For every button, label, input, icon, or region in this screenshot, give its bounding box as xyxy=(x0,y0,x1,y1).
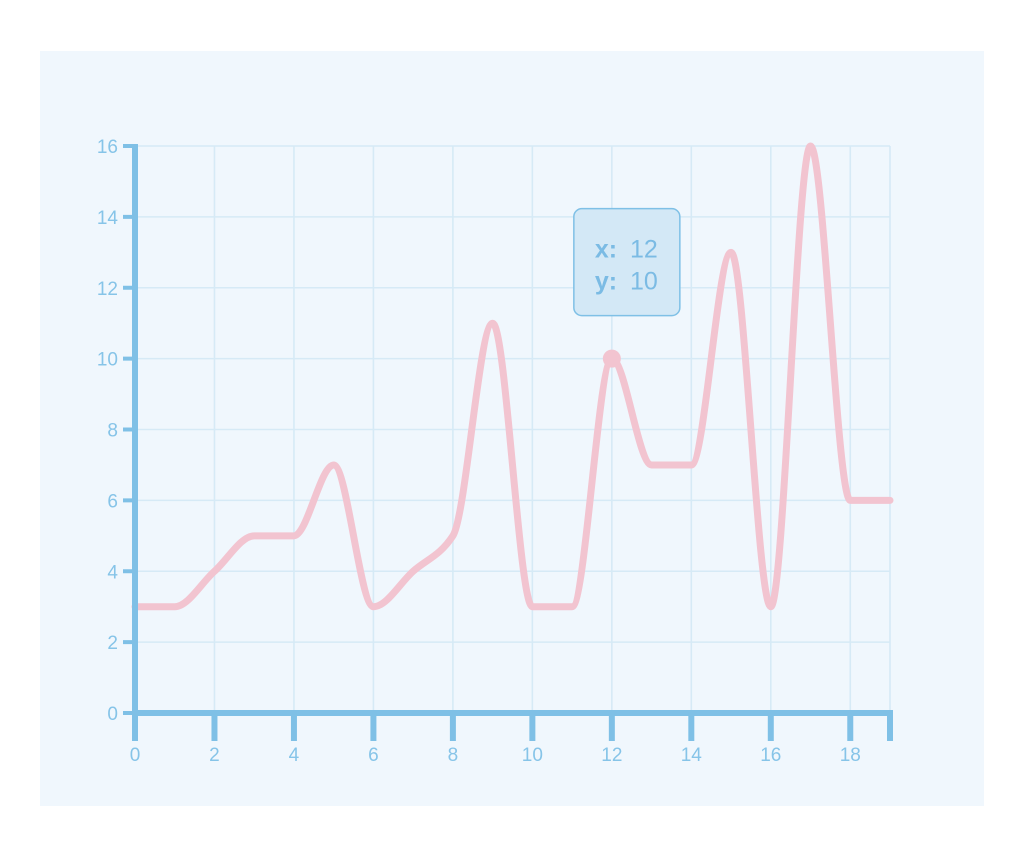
y-tick-label-4: 4 xyxy=(107,562,118,583)
y-tick-label-8: 8 xyxy=(107,421,118,442)
tooltip-y-value: 10 xyxy=(630,268,658,296)
x-tick-label-14: 14 xyxy=(681,745,703,766)
y-tick-label-6: 6 xyxy=(107,491,118,512)
y-tick-label-0: 0 xyxy=(107,704,118,725)
y-tick-label-10: 10 xyxy=(97,350,118,371)
y-tick-label-14: 14 xyxy=(97,208,119,229)
tooltip-y-key: y: xyxy=(595,268,617,296)
tooltip-x-key: x: xyxy=(595,236,617,264)
x-tick-label-18: 18 xyxy=(840,745,861,766)
series-line xyxy=(131,142,894,611)
x-tick-label-12: 12 xyxy=(601,745,622,766)
series-layer xyxy=(131,142,894,611)
tooltip-y-line: y: 10 xyxy=(595,268,658,296)
x-tick-label-10: 10 xyxy=(522,745,543,766)
y-tick-label-16: 16 xyxy=(97,137,118,158)
x-tick-label-6: 6 xyxy=(368,745,379,766)
highlight-point xyxy=(602,349,621,368)
tooltip-x-value: 12 xyxy=(630,236,658,264)
axes xyxy=(123,144,893,741)
tooltip-x-line: x: 12 xyxy=(595,236,658,264)
tooltip: x: 12 y: 10 xyxy=(573,207,681,317)
x-tick-label-4: 4 xyxy=(289,745,300,766)
x-tick-label-2: 2 xyxy=(209,745,220,766)
tick-labels: 0 2 4 6 8 10 12 14 16 0 2 4 6 8 10 12 14 16 18 xyxy=(97,137,861,766)
tooltip-box xyxy=(573,207,681,317)
x-tick-label-16: 16 xyxy=(760,745,781,766)
x-tick-label-0: 0 xyxy=(130,745,141,766)
y-tick-label-12: 12 xyxy=(97,279,118,300)
x-tick-label-8: 8 xyxy=(448,745,459,766)
y-tick-label-2: 2 xyxy=(107,633,118,654)
